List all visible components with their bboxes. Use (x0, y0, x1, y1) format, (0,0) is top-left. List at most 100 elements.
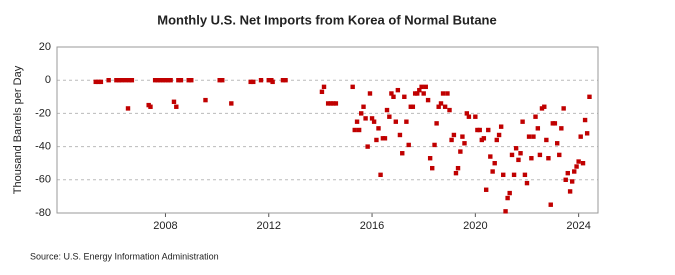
point (98, 79, 104, 85)
point (376, 126, 381, 131)
point (280, 78, 286, 83)
point (503, 209, 508, 214)
point (331, 101, 336, 106)
point (325, 101, 331, 106)
y-tick-label: 20 (39, 41, 51, 53)
x-tick-label: 2012 (257, 220, 281, 232)
point (374, 137, 379, 143)
point (552, 121, 558, 126)
point (574, 164, 579, 169)
point (350, 84, 355, 90)
point (400, 151, 405, 156)
point (417, 87, 422, 93)
point (524, 180, 530, 186)
point (352, 127, 357, 133)
point (554, 141, 560, 146)
point (567, 189, 573, 194)
point (445, 91, 450, 96)
y-tick-label: -80 (35, 207, 51, 219)
point (369, 116, 375, 121)
point (509, 152, 515, 158)
point (363, 116, 368, 121)
point (462, 141, 467, 146)
point (155, 78, 160, 83)
point (171, 99, 177, 104)
point (490, 169, 495, 174)
point (498, 124, 504, 129)
point (406, 142, 411, 148)
point (432, 142, 437, 148)
point (270, 79, 275, 85)
point (367, 91, 373, 96)
point (559, 126, 564, 131)
point (421, 91, 426, 96)
point (203, 97, 208, 103)
point (384, 107, 390, 113)
point (580, 161, 586, 166)
point (557, 152, 562, 158)
point (496, 132, 502, 138)
point (423, 84, 428, 90)
point (125, 106, 131, 111)
point (466, 114, 472, 119)
point (473, 114, 478, 119)
source-note: Source: U.S. Energy Information Administ… (30, 251, 219, 261)
point (389, 91, 394, 96)
point (258, 78, 264, 83)
point (152, 78, 158, 83)
point (539, 106, 545, 111)
point (488, 154, 493, 159)
point (548, 202, 553, 207)
point (189, 78, 194, 83)
point (531, 134, 536, 139)
point (475, 127, 480, 133)
point (220, 78, 225, 83)
point (526, 134, 532, 139)
point (397, 132, 403, 138)
point (319, 89, 325, 95)
point (427, 156, 433, 161)
point (434, 121, 439, 126)
point (425, 97, 431, 103)
point (438, 101, 444, 106)
point (451, 132, 457, 138)
point (127, 78, 132, 83)
point (453, 170, 459, 176)
point (391, 94, 396, 99)
point (569, 179, 575, 184)
y-tick-label: -40 (35, 141, 51, 153)
point (382, 136, 388, 141)
point (129, 78, 135, 83)
y-tick-label: 0 (45, 74, 51, 86)
point (442, 104, 448, 109)
point (501, 172, 506, 178)
point (176, 78, 181, 83)
point (494, 137, 499, 143)
point (513, 146, 519, 151)
point (168, 78, 173, 83)
point (402, 94, 407, 99)
point (481, 136, 487, 141)
point (229, 101, 234, 106)
point (430, 165, 435, 171)
y-axis-label: Thousand Barrels per Day (12, 65, 24, 194)
point (266, 78, 271, 83)
point (116, 78, 122, 83)
point (578, 134, 583, 139)
point (321, 84, 327, 90)
point (356, 127, 362, 133)
point (449, 137, 454, 143)
point (393, 119, 399, 124)
point (217, 78, 222, 83)
x-tick-label: 2024 (566, 220, 590, 232)
y-tick-label: -20 (35, 107, 51, 119)
point (93, 79, 98, 85)
point (440, 91, 446, 96)
point (395, 87, 401, 93)
point (522, 172, 528, 178)
point (483, 187, 489, 192)
point (447, 107, 452, 113)
point (520, 119, 525, 124)
point (458, 149, 463, 154)
